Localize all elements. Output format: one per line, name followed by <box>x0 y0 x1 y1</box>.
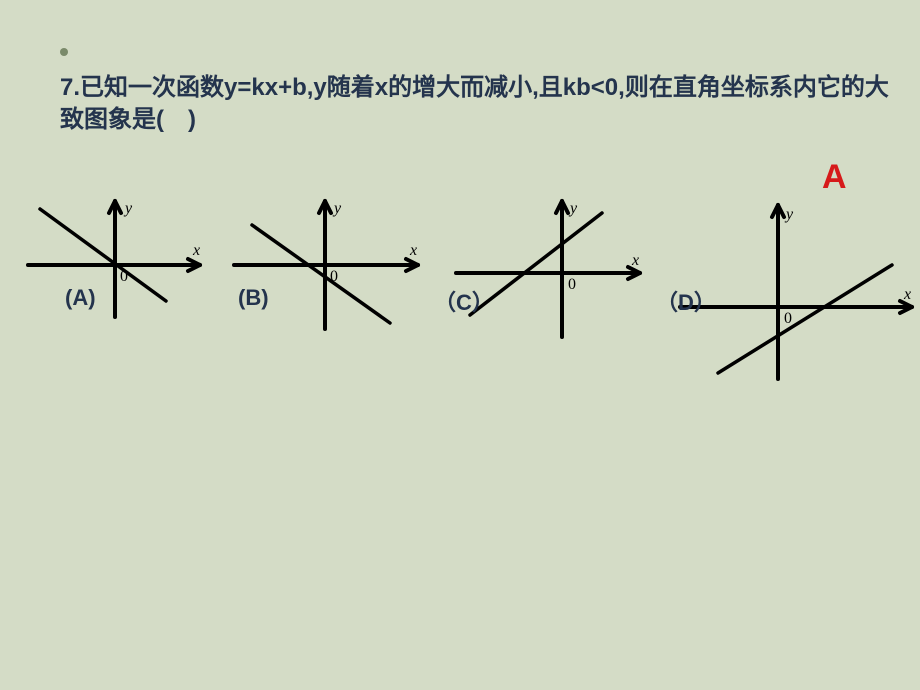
option-b-label: (B) <box>238 285 269 311</box>
svg-text:0: 0 <box>120 268 128 285</box>
graph-c: x y 0 <box>440 195 650 345</box>
svg-text:y: y <box>123 200 133 217</box>
svg-text:y: y <box>332 200 342 217</box>
svg-text:0: 0 <box>784 310 792 327</box>
graph-a: x y 0 <box>10 195 210 325</box>
graph-b: x y 0 <box>220 195 430 335</box>
svg-text:x: x <box>631 252 639 269</box>
option-c-label: （C） <box>434 285 494 317</box>
svg-text:y: y <box>784 206 794 223</box>
svg-text:0: 0 <box>330 268 338 285</box>
svg-text:y: y <box>568 200 578 217</box>
answer-letter: A <box>822 158 847 197</box>
svg-text:x: x <box>192 242 200 259</box>
bullet-dot <box>60 48 68 56</box>
option-c: xy0 （C） <box>440 195 660 345</box>
option-d-label: （D） <box>656 285 716 317</box>
options-row: x y 0 (A) x y 0 (B) x y 0 （C） x y 0 （D） <box>10 195 920 385</box>
option-b: x y 0 (B) <box>220 195 440 335</box>
question-text: 7.已知一次函数y=kx+b,y随着x的增大而减小,且kb<0,则在直角坐标系内… <box>60 72 890 137</box>
svg-text:0: 0 <box>568 276 576 293</box>
svg-text:x: x <box>903 286 911 303</box>
option-d: xy0 （D） <box>660 195 920 385</box>
option-a: x y 0 (A) <box>10 195 220 325</box>
option-a-label: (A) <box>65 285 96 311</box>
svg-text:x: x <box>409 242 417 259</box>
